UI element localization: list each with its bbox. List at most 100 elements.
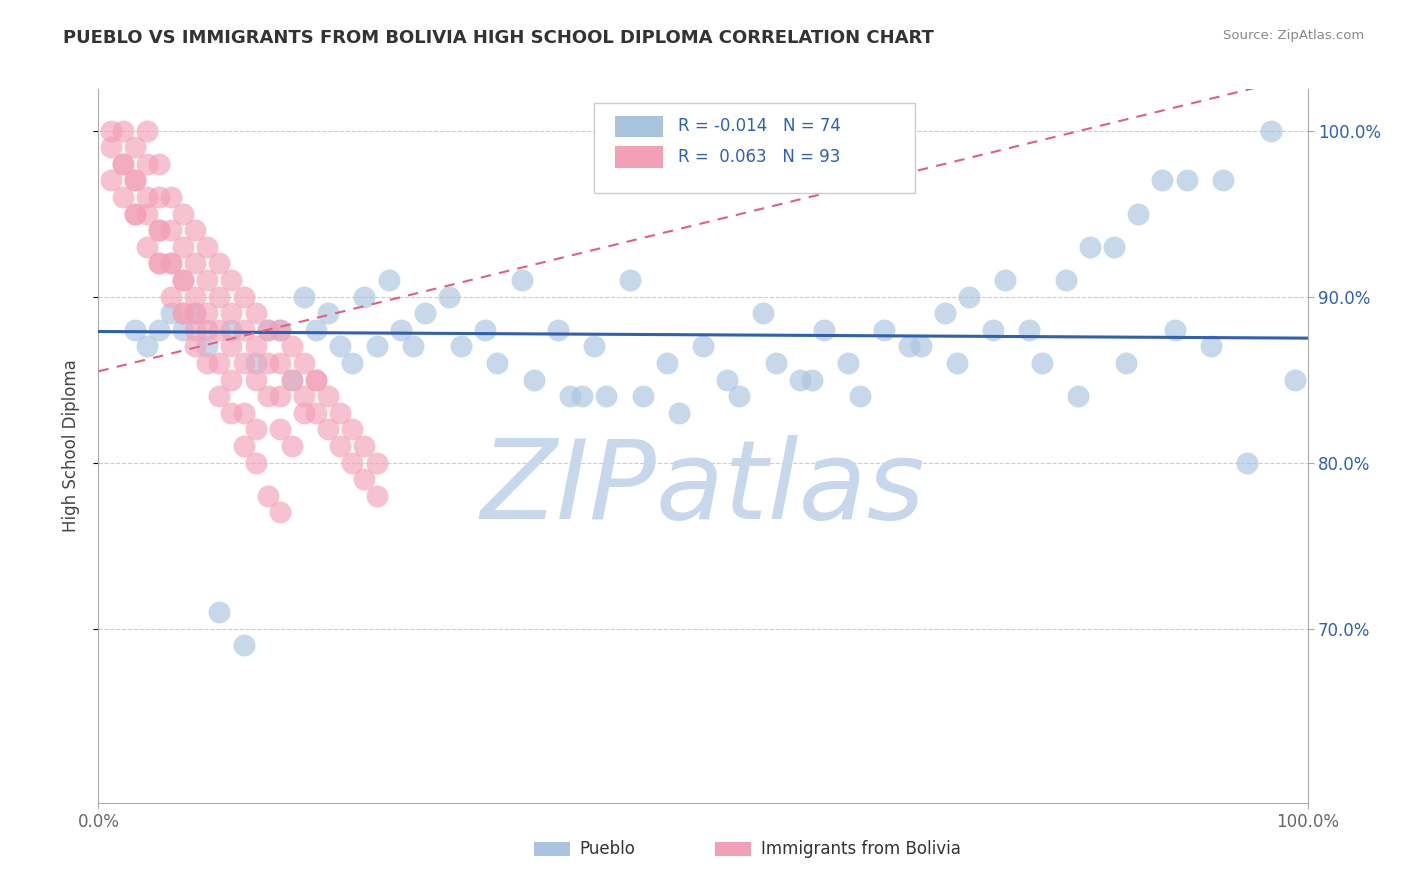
Point xyxy=(1067,389,1090,403)
Point xyxy=(172,240,194,254)
Point xyxy=(160,256,183,270)
Point xyxy=(221,273,243,287)
Point xyxy=(1054,273,1077,287)
Point xyxy=(269,356,291,370)
Point xyxy=(269,505,291,519)
Point xyxy=(474,323,496,337)
Point xyxy=(292,290,315,304)
Point xyxy=(232,638,254,652)
Point xyxy=(316,422,339,436)
Point xyxy=(221,406,243,420)
FancyBboxPatch shape xyxy=(534,842,569,856)
Point xyxy=(195,240,218,254)
Point xyxy=(655,356,678,370)
Point xyxy=(172,207,194,221)
Point xyxy=(1284,373,1306,387)
Point xyxy=(195,323,218,337)
Point xyxy=(245,339,267,353)
Point xyxy=(305,406,328,420)
Point xyxy=(837,356,859,370)
Point xyxy=(135,240,157,254)
Point xyxy=(547,323,569,337)
Point xyxy=(583,339,606,353)
Point xyxy=(184,306,207,320)
Point xyxy=(1260,124,1282,138)
Point xyxy=(184,306,207,320)
Point xyxy=(208,290,231,304)
Point xyxy=(631,389,654,403)
Point xyxy=(765,356,787,370)
Point xyxy=(558,389,581,403)
Point xyxy=(1018,323,1040,337)
Point xyxy=(389,323,412,337)
Point xyxy=(124,173,146,187)
Point xyxy=(245,356,267,370)
Point xyxy=(195,306,218,320)
Point xyxy=(172,273,194,287)
Text: R =  0.063   N = 93: R = 0.063 N = 93 xyxy=(678,148,839,166)
Point xyxy=(221,323,243,337)
Point xyxy=(195,273,218,287)
Point xyxy=(716,373,738,387)
Point xyxy=(232,406,254,420)
Point xyxy=(1128,207,1150,221)
Point xyxy=(342,356,364,370)
Point xyxy=(281,373,304,387)
Point xyxy=(100,173,122,187)
Point xyxy=(897,339,920,353)
Point xyxy=(329,406,352,420)
Point xyxy=(269,389,291,403)
Point xyxy=(752,306,775,320)
Point xyxy=(208,323,231,337)
Point xyxy=(148,157,170,171)
Point xyxy=(160,190,183,204)
Point xyxy=(221,306,243,320)
Point xyxy=(100,140,122,154)
Point xyxy=(281,339,304,353)
Point xyxy=(195,339,218,353)
Text: Source: ZipAtlas.com: Source: ZipAtlas.com xyxy=(1223,29,1364,42)
Point xyxy=(316,306,339,320)
Point xyxy=(571,389,593,403)
Point xyxy=(195,356,218,370)
Point xyxy=(135,124,157,138)
Point xyxy=(800,373,823,387)
Point xyxy=(873,323,896,337)
Point xyxy=(111,124,134,138)
Point xyxy=(413,306,436,320)
Point xyxy=(281,373,304,387)
Point xyxy=(486,356,509,370)
Point xyxy=(353,290,375,304)
Point xyxy=(329,339,352,353)
Point xyxy=(1212,173,1234,187)
Point xyxy=(1031,356,1053,370)
Point xyxy=(172,323,194,337)
Point xyxy=(292,389,315,403)
Point xyxy=(111,157,134,171)
Point xyxy=(353,472,375,486)
Text: Pueblo: Pueblo xyxy=(579,840,636,858)
Point xyxy=(160,290,183,304)
Point xyxy=(245,456,267,470)
Point xyxy=(910,339,932,353)
Y-axis label: High School Diploma: High School Diploma xyxy=(62,359,80,533)
Point xyxy=(208,256,231,270)
FancyBboxPatch shape xyxy=(595,103,915,193)
Point xyxy=(184,339,207,353)
Point xyxy=(849,389,872,403)
Point xyxy=(124,173,146,187)
FancyBboxPatch shape xyxy=(614,116,664,137)
Point xyxy=(292,406,315,420)
Point xyxy=(342,422,364,436)
Point xyxy=(813,323,835,337)
Point xyxy=(595,389,617,403)
Point xyxy=(172,273,194,287)
Point xyxy=(366,456,388,470)
Point xyxy=(1102,240,1125,254)
Point xyxy=(994,273,1017,287)
FancyBboxPatch shape xyxy=(614,146,664,168)
Point xyxy=(160,306,183,320)
Point xyxy=(981,323,1004,337)
Point xyxy=(668,406,690,420)
Point xyxy=(1163,323,1185,337)
